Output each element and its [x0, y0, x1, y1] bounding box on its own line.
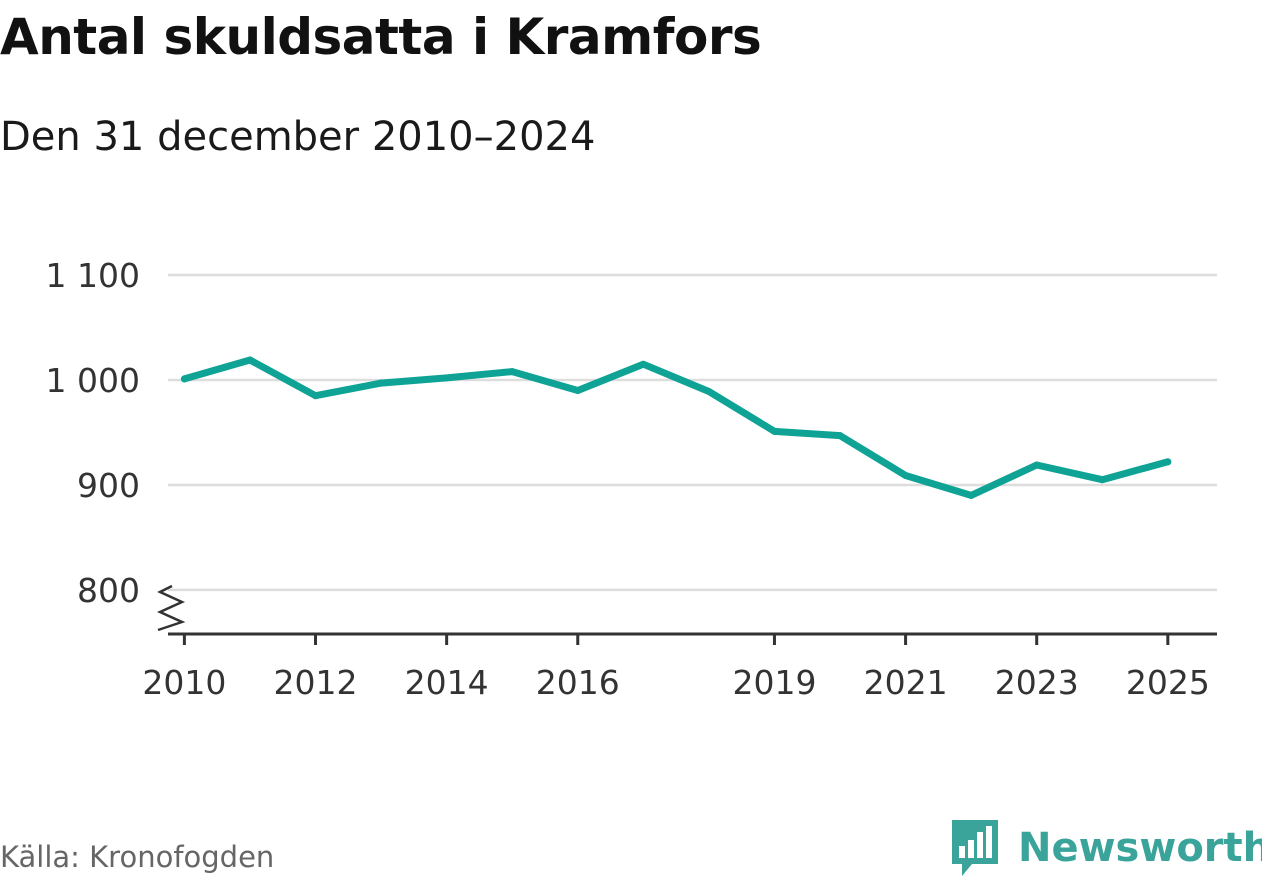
axis-break: [156, 584, 186, 632]
y-tick-label-1000: 1 000: [46, 361, 140, 400]
gridlines: [168, 273, 1217, 592]
x-tick-label-2016: 2016: [536, 663, 620, 702]
data-point-2025: [1164, 458, 1172, 466]
y-tick-label-900: 900: [77, 466, 140, 505]
data-point-2022: [967, 491, 975, 499]
data-point-2012: [312, 392, 320, 400]
x-tick-label-2021: 2021: [864, 663, 948, 702]
series-layer: [180, 356, 1172, 499]
data-point-2013: [377, 379, 385, 387]
axis-break-zigzag: [156, 584, 186, 632]
chart-title: Antal skuldsatta i Kramfors: [0, 8, 762, 66]
y-tick-label-1100: 1 100: [46, 256, 140, 295]
data-point-2019: [770, 427, 778, 435]
x-tick-label-2019: 2019: [732, 663, 816, 702]
data-point-2016: [574, 386, 582, 394]
x-axis: [168, 632, 1217, 645]
source-note: Källa: Kronofogden: [0, 840, 275, 874]
data-point-2021: [902, 471, 910, 479]
data-point-2020: [836, 432, 844, 440]
x-axis-labels: 2010 2012 2014 2016 2019 2021 2023 2025: [142, 663, 1209, 702]
y-tick-label-800: 800: [77, 571, 140, 610]
x-tick-label-2010: 2010: [142, 663, 226, 702]
data-point-2018: [705, 388, 713, 396]
y-axis-labels: 800 900 1 000 1 100: [46, 256, 140, 610]
brand-logo: Newsworthy: [950, 818, 1262, 878]
data-point-2023: [1033, 461, 1041, 469]
series-line-0: [180, 356, 1172, 499]
data-point-2024: [1098, 476, 1106, 484]
data-point-2011: [246, 356, 254, 364]
data-point-2014: [443, 374, 451, 382]
data-point-2017: [639, 360, 647, 368]
data-point-2010: [180, 375, 188, 383]
data-point-2015: [508, 368, 516, 376]
bar-chart-speech-bubble-icon: [952, 820, 998, 876]
x-tick-label-2012: 2012: [274, 663, 358, 702]
x-tick-label-2023: 2023: [995, 663, 1079, 702]
x-tick-label-2014: 2014: [405, 663, 489, 702]
x-tick-label-2025: 2025: [1126, 663, 1210, 702]
chart-subtitle: Den 31 december 2010–2024: [0, 114, 596, 160]
brand-name: Newsworthy: [1018, 825, 1262, 871]
